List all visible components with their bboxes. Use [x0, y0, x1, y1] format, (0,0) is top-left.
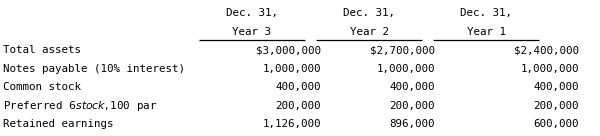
Text: 400,000: 400,000 [275, 82, 321, 92]
Text: 1,126,000: 1,126,000 [263, 119, 321, 129]
Text: 200,000: 200,000 [275, 101, 321, 111]
Text: 1,000,000: 1,000,000 [521, 64, 579, 74]
Text: Year 1: Year 1 [467, 27, 506, 37]
Text: Notes payable (10% interest): Notes payable (10% interest) [3, 64, 185, 74]
Text: $2,400,000: $2,400,000 [514, 45, 579, 55]
Text: Preferred $6 stock, $100 par: Preferred $6 stock, $100 par [3, 99, 157, 113]
Text: Year 3: Year 3 [233, 27, 271, 37]
Text: 1,000,000: 1,000,000 [263, 64, 321, 74]
Text: 600,000: 600,000 [533, 119, 579, 129]
Text: Dec. 31,: Dec. 31, [460, 8, 512, 18]
Text: 200,000: 200,000 [533, 101, 579, 111]
Text: Retained earnings: Retained earnings [3, 119, 113, 129]
Text: Year 2: Year 2 [349, 27, 389, 37]
Text: 400,000: 400,000 [533, 82, 579, 92]
Text: 896,000: 896,000 [389, 119, 435, 129]
Text: $2,700,000: $2,700,000 [370, 45, 435, 55]
Text: 1,000,000: 1,000,000 [377, 64, 435, 74]
Text: $3,000,000: $3,000,000 [256, 45, 321, 55]
Text: Dec. 31,: Dec. 31, [343, 8, 395, 18]
Text: 400,000: 400,000 [389, 82, 435, 92]
Text: Total assets: Total assets [3, 45, 81, 55]
Text: 200,000: 200,000 [389, 101, 435, 111]
Text: Common stock: Common stock [3, 82, 81, 92]
Text: Dec. 31,: Dec. 31, [226, 8, 278, 18]
